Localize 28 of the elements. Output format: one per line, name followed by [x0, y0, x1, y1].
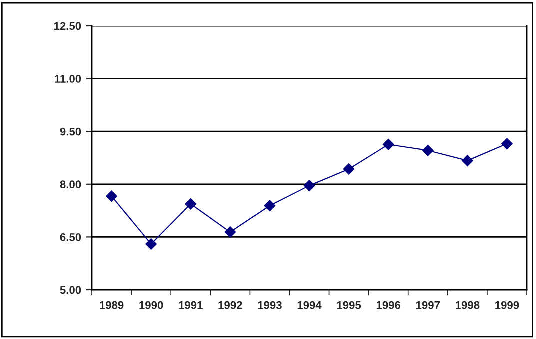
x-tick-label: 1993	[258, 301, 282, 310]
x-tick-label: 1990	[140, 301, 164, 310]
y-tick-label: 5.00	[60, 286, 82, 294]
point	[264, 200, 276, 212]
point	[224, 226, 236, 238]
point	[343, 164, 355, 175]
y-tick-label: 11.00	[55, 75, 82, 83]
x-tick-label: 1996	[376, 301, 401, 310]
x-tick-label: 1991	[179, 301, 203, 310]
point	[382, 139, 394, 150]
x-tick-label: 1992	[218, 301, 242, 310]
y-tick-label: 12.50	[54, 22, 82, 30]
point	[422, 145, 434, 156]
point	[502, 138, 513, 150]
y-tick-label: 8.00	[60, 180, 82, 189]
x-tick-label: 1995	[337, 301, 362, 310]
x-tick-label: 1994	[298, 301, 322, 310]
x-tick-label: 1989	[100, 301, 124, 310]
x-tick-label: 1998	[456, 301, 480, 310]
y-tick-label: 9.50	[60, 128, 82, 136]
point	[146, 238, 157, 250]
y-tick-label: 6.50	[60, 233, 82, 242]
point	[106, 190, 118, 202]
point	[185, 198, 196, 210]
x-tick-label: 1999	[496, 301, 520, 310]
point	[462, 155, 474, 166]
x-tick-label: 1997	[416, 301, 440, 310]
point	[304, 180, 316, 192]
